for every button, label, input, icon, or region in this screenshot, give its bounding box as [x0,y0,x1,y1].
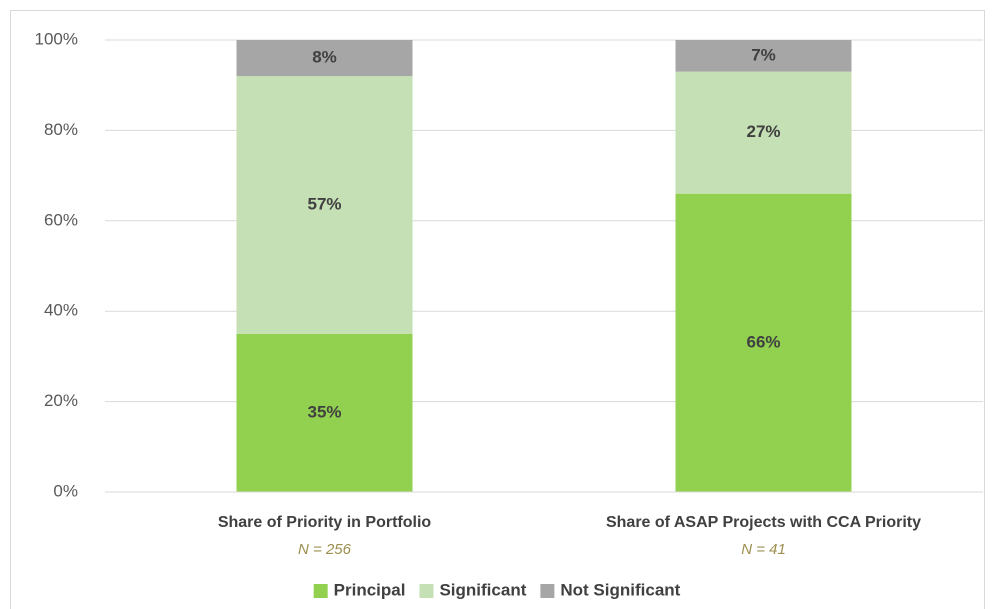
value-label: 66% [746,332,780,351]
bar-segment [675,71,852,194]
legend-swatch [419,584,434,598]
y-tick-label: 20% [44,391,78,410]
legend-label: Not Significant [560,580,680,599]
x-tick-label: Share of Priority in Portfolio [218,514,432,531]
x-tick-label: Share of ASAP Projects with CCA Priority [606,514,921,531]
y-tick-label: 0% [53,481,78,500]
value-label: 8% [312,48,337,67]
bar-segment [236,40,413,77]
bar-segment [675,193,852,492]
value-label: 35% [307,402,341,421]
y-tick-label: 60% [44,210,78,229]
bar-segment [236,333,413,492]
legend-swatch [313,584,328,598]
legend-label: Principal [334,580,406,599]
value-label: 57% [307,194,341,213]
y-tick-label: 80% [44,120,78,139]
legend-label: Significant [439,580,526,599]
legend-swatch [540,584,555,598]
y-tick-label: 40% [44,301,78,320]
category-note: N = 256 [298,541,352,558]
bar-segment [675,40,852,72]
category-note: N = 41 [741,541,786,558]
bar-segment [236,76,413,334]
chart-frame [10,10,985,609]
value-label: 27% [746,122,780,141]
y-tick-label: 100% [35,29,78,48]
value-label: 7% [751,45,776,64]
